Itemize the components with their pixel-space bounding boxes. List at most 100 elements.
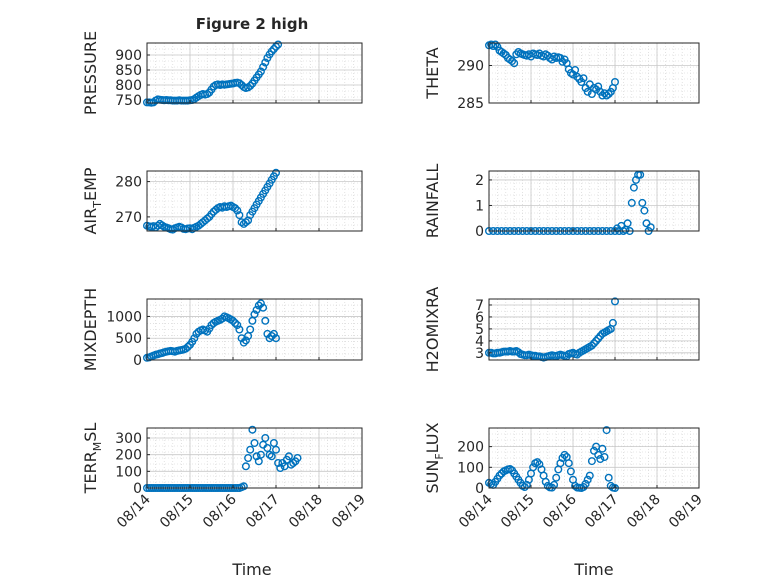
theta-point <box>491 40 500 49</box>
mixdepth-ytick-label: 1000 <box>106 309 142 325</box>
sun_flux-ytick-label: 0 <box>475 481 484 497</box>
xtick-label: 08/16 <box>200 491 240 531</box>
sun_flux-point <box>533 458 542 467</box>
pressure-plot-area <box>147 43 362 103</box>
pressure-point <box>269 45 278 54</box>
pressure-point <box>261 58 270 67</box>
mixdepth-ytick-label: 0 <box>133 353 142 369</box>
sun_flux-point <box>564 459 573 468</box>
figure-title: Figure 2 high <box>196 15 309 33</box>
mixdepth-point <box>254 301 263 310</box>
mixdepth-point <box>267 332 276 341</box>
sun_flux-point <box>590 446 599 455</box>
theta-point <box>508 57 517 66</box>
terr_msl-point <box>244 454 253 463</box>
theta-point <box>569 70 578 79</box>
theta-point <box>611 77 620 86</box>
pressure-point <box>246 81 255 90</box>
terr_msl-ytick-label: 300 <box>115 431 142 447</box>
terr_msl-point <box>265 450 274 459</box>
mixdepth-point <box>235 325 244 334</box>
theta-axes-box <box>488 42 700 104</box>
sun_flux-ytick-label: 100 <box>457 460 484 476</box>
panel-sun_flux: 0 100 200 08/14 08/15 08/16 08/17 08/18 08/19 SUN… <box>423 422 706 531</box>
sun_flux-ytick-label: 200 <box>457 440 484 456</box>
theta-point <box>579 74 588 83</box>
sun_flux-point <box>606 481 615 490</box>
mixdepth-point <box>233 321 242 330</box>
theta-point <box>558 57 567 66</box>
sun_flux-point <box>520 483 529 492</box>
xtick-label: 08/16 <box>540 491 580 531</box>
theta-ylabel: THETA <box>423 47 442 99</box>
terr_msl-point <box>250 439 259 448</box>
mixdepth-ylabel: MIXDEPTH <box>81 288 100 371</box>
mixdepth-point <box>239 338 248 347</box>
sun_flux-point <box>495 471 504 480</box>
air_temp-ytick-label: 270 <box>115 210 142 226</box>
rainfall-ytick-label: 1 <box>475 198 484 214</box>
x-axis-label-right: Time <box>573 560 613 579</box>
sun_flux-point <box>602 426 611 435</box>
air_temp-point <box>231 204 240 213</box>
pressure-ylabel: PRESSURE <box>81 31 100 115</box>
pressure-ytick-label: 800 <box>115 78 142 94</box>
sun_flux-point <box>600 453 609 462</box>
sun_flux-point <box>585 471 594 480</box>
mixdepth-point <box>250 310 259 319</box>
terr_msl-point <box>267 452 276 461</box>
mixdepth-point <box>272 334 281 343</box>
sun_flux-point <box>583 475 592 484</box>
rainfall-point <box>642 219 651 228</box>
terr_msl-point <box>248 425 257 434</box>
panel-mixdepth: 0 500 1000 MIXDEPTH <box>81 288 363 371</box>
air_temp-point <box>235 211 244 220</box>
sun_flux-point <box>529 463 538 472</box>
terr_msl-point <box>284 452 293 461</box>
rainfall-ytick-label: 0 <box>475 224 484 240</box>
mixdepth-ytick-label: 500 <box>115 331 142 347</box>
sun_flux-point <box>560 450 569 459</box>
mixdepth-point <box>259 303 268 312</box>
theta-point <box>583 87 592 96</box>
sun_flux-point <box>541 477 550 486</box>
terr_msl-point <box>261 434 270 443</box>
terr_msl-point <box>263 444 272 453</box>
h2omixra-point <box>514 348 523 357</box>
rainfall-point <box>627 198 636 207</box>
pressure-point <box>267 47 276 56</box>
terr_msl-point <box>256 450 265 459</box>
air_temp-point <box>241 218 250 227</box>
mixdepth-axes-box <box>146 298 363 361</box>
h2omixra-ytick-label: 4 <box>475 334 484 350</box>
xtick-label: 08/14 <box>456 491 496 531</box>
mixdepth-point <box>181 344 190 353</box>
sun_flux-point <box>566 467 575 476</box>
xtick-label: 08/17 <box>582 492 622 532</box>
pressure-ytick-label: 750 <box>115 93 142 109</box>
rainfall-point <box>638 198 647 207</box>
mixdepth-point <box>269 329 278 338</box>
terr_msl-point <box>241 462 250 471</box>
theta-point <box>571 65 580 74</box>
mixdepth-point <box>241 336 250 345</box>
terr_msl-point <box>272 445 281 454</box>
air_temp-plot-area <box>147 171 362 231</box>
mixdepth-point <box>228 316 237 325</box>
rainfall-ytick-label: 2 <box>475 173 484 189</box>
air_temp-ylabel: AIRTEMP <box>81 167 104 234</box>
xtick-label: 08/19 <box>329 492 369 532</box>
xtick-label: 08/15 <box>498 492 538 532</box>
pressure-point <box>259 63 268 72</box>
terr_msl-ytick-label: 200 <box>115 448 142 464</box>
theta-point <box>604 89 613 98</box>
mixdepth-point <box>261 316 270 325</box>
xtick-label: 08/17 <box>243 492 283 532</box>
mixdepth-point <box>190 334 199 343</box>
terr_msl-point <box>239 482 248 491</box>
h2omixra-point <box>594 334 603 343</box>
